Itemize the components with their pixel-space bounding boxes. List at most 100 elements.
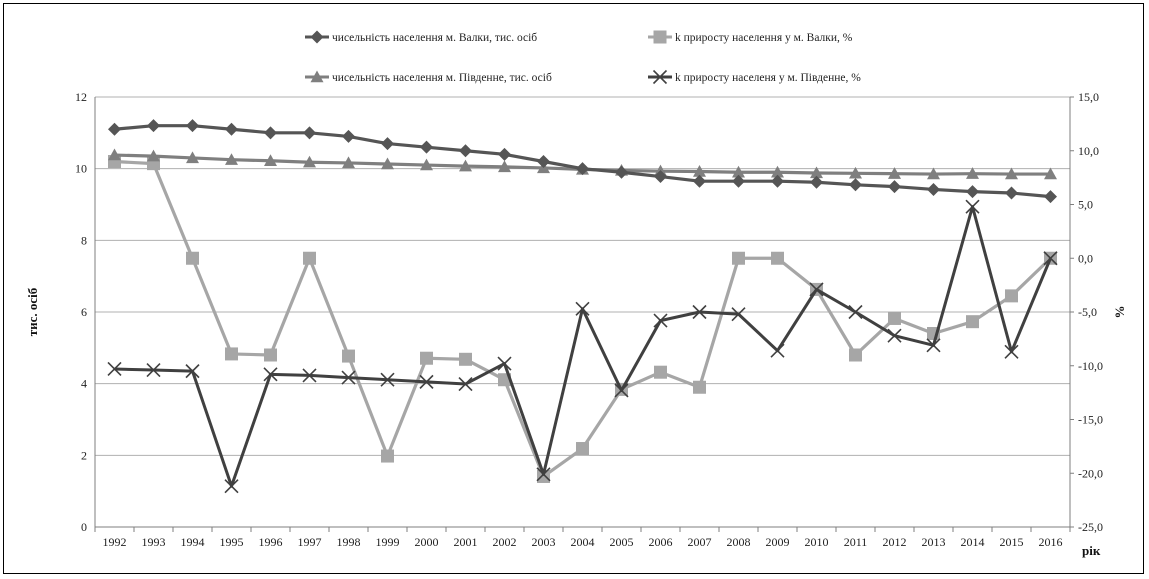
- data-point: [654, 170, 667, 184]
- data-point: [1005, 186, 1018, 200]
- x-tick-label: 2014: [961, 535, 985, 549]
- data-point: [225, 347, 238, 361]
- data-point: [966, 315, 979, 329]
- data-point: [342, 156, 355, 169]
- y-right-tick-label: 0,0: [1078, 251, 1093, 265]
- data-point: [225, 122, 238, 136]
- data-point: [887, 328, 902, 343]
- data-point: [303, 251, 316, 265]
- data-point: [693, 174, 706, 188]
- x-marker-stroke: [653, 313, 668, 328]
- data-point: [186, 119, 199, 133]
- data-point: [459, 159, 472, 172]
- y-right-tick-label: 5,0: [1078, 198, 1093, 212]
- x-tick-label: 1996: [259, 535, 283, 549]
- x-tick-label: 2008: [727, 535, 751, 549]
- data-point: [224, 479, 239, 494]
- y-left-tick-label: 12: [75, 90, 87, 104]
- x-marker-stroke: [224, 479, 239, 494]
- series-group: [107, 119, 1058, 494]
- x-tick-label: 2011: [844, 535, 868, 549]
- data-point: [653, 313, 668, 328]
- x-tick-label: 2012: [883, 535, 907, 549]
- x-marker-stroke: [341, 370, 356, 385]
- data-point: [1044, 167, 1057, 180]
- x-axis-title: рік: [1082, 543, 1101, 558]
- data-point: [147, 149, 160, 162]
- data-point: [420, 158, 433, 171]
- data-point: [576, 162, 589, 176]
- x-marker-stroke: [458, 376, 473, 392]
- y-axis-left-title: тис. осіб: [25, 287, 40, 336]
- axes: 0 2 4 6 8 10 12 -25,0 -20,0 -15,0 -10,0 -5,0 0,0 5,0 1…: [75, 90, 1103, 549]
- x-marker-stroke: [419, 374, 434, 389]
- legend-item: чисельність населення м. Південне, тис. …: [305, 70, 552, 84]
- data-point: [1044, 190, 1057, 204]
- data-point: [965, 199, 980, 214]
- x-tick-label: 2000: [415, 535, 439, 549]
- data-point: [732, 174, 745, 188]
- x-marker-stroke: [185, 364, 200, 379]
- data-point: [537, 469, 550, 483]
- legend: чисельність населення м. Валки, тис. осі…: [305, 30, 861, 85]
- x-marker-stroke: [770, 343, 785, 358]
- x-marker-stroke: [692, 304, 707, 320]
- data-point: [263, 367, 278, 382]
- data-point: [888, 311, 901, 325]
- data-point: [381, 157, 394, 170]
- x-tick-label: 2007: [688, 535, 712, 549]
- data-point: [614, 383, 629, 398]
- legend-item: k приросту населення у м. Валки, %: [648, 30, 853, 44]
- data-point: [186, 151, 199, 164]
- y-right-tick-label: 10,0: [1078, 144, 1099, 158]
- data-point: [146, 362, 161, 378]
- data-point: [147, 119, 160, 133]
- data-point: [419, 374, 434, 389]
- data-point: [264, 348, 277, 362]
- data-point: [225, 153, 238, 165]
- x-tick-label: 2002: [493, 535, 517, 549]
- data-point: [810, 175, 823, 189]
- y-left-tick-label: 6: [81, 305, 87, 319]
- series-0: [108, 119, 1057, 204]
- data-point: [654, 365, 667, 379]
- x-marker-stroke: [652, 69, 668, 85]
- data-point: [966, 185, 979, 199]
- data-point: [927, 167, 940, 180]
- data-point: [342, 349, 355, 363]
- data-point: [107, 361, 122, 377]
- data-point: [498, 160, 511, 173]
- data-point: [615, 165, 628, 179]
- x-marker-stroke: [848, 304, 863, 320]
- data-point: [771, 174, 784, 188]
- data-point: [810, 166, 823, 179]
- x-tick-label: 2013: [922, 535, 946, 549]
- data-point: [693, 165, 706, 177]
- data-point: [888, 167, 901, 179]
- data-point: [420, 351, 433, 365]
- legend-swatch-marker: [653, 30, 667, 44]
- x-marker-stroke: [302, 368, 317, 383]
- data-point: [576, 442, 589, 456]
- y-left-tick-label: 10: [75, 162, 87, 176]
- x-marker-stroke: [146, 362, 161, 378]
- x-tick-label: 2005: [610, 535, 634, 549]
- data-point: [849, 348, 862, 362]
- x-marker-stroke: [887, 328, 902, 343]
- x-marker-stroke: [263, 367, 278, 382]
- y-right-tick-label: 15,0: [1078, 90, 1099, 104]
- data-point: [186, 251, 199, 265]
- data-point: [303, 126, 316, 140]
- x-tick-label: 1995: [220, 535, 244, 549]
- data-point: [888, 180, 901, 194]
- data-point: [927, 182, 940, 196]
- x-tick-label: 1999: [376, 535, 400, 549]
- y-right-tick-label: -20,0: [1078, 466, 1103, 480]
- y-left-tick-label: 2: [81, 448, 87, 462]
- data-point: [848, 304, 863, 320]
- x-marker-stroke: [926, 338, 941, 353]
- x-tick-label: 1997: [298, 535, 322, 549]
- data-point: [458, 376, 473, 392]
- x-tick-label: 2003: [532, 535, 556, 549]
